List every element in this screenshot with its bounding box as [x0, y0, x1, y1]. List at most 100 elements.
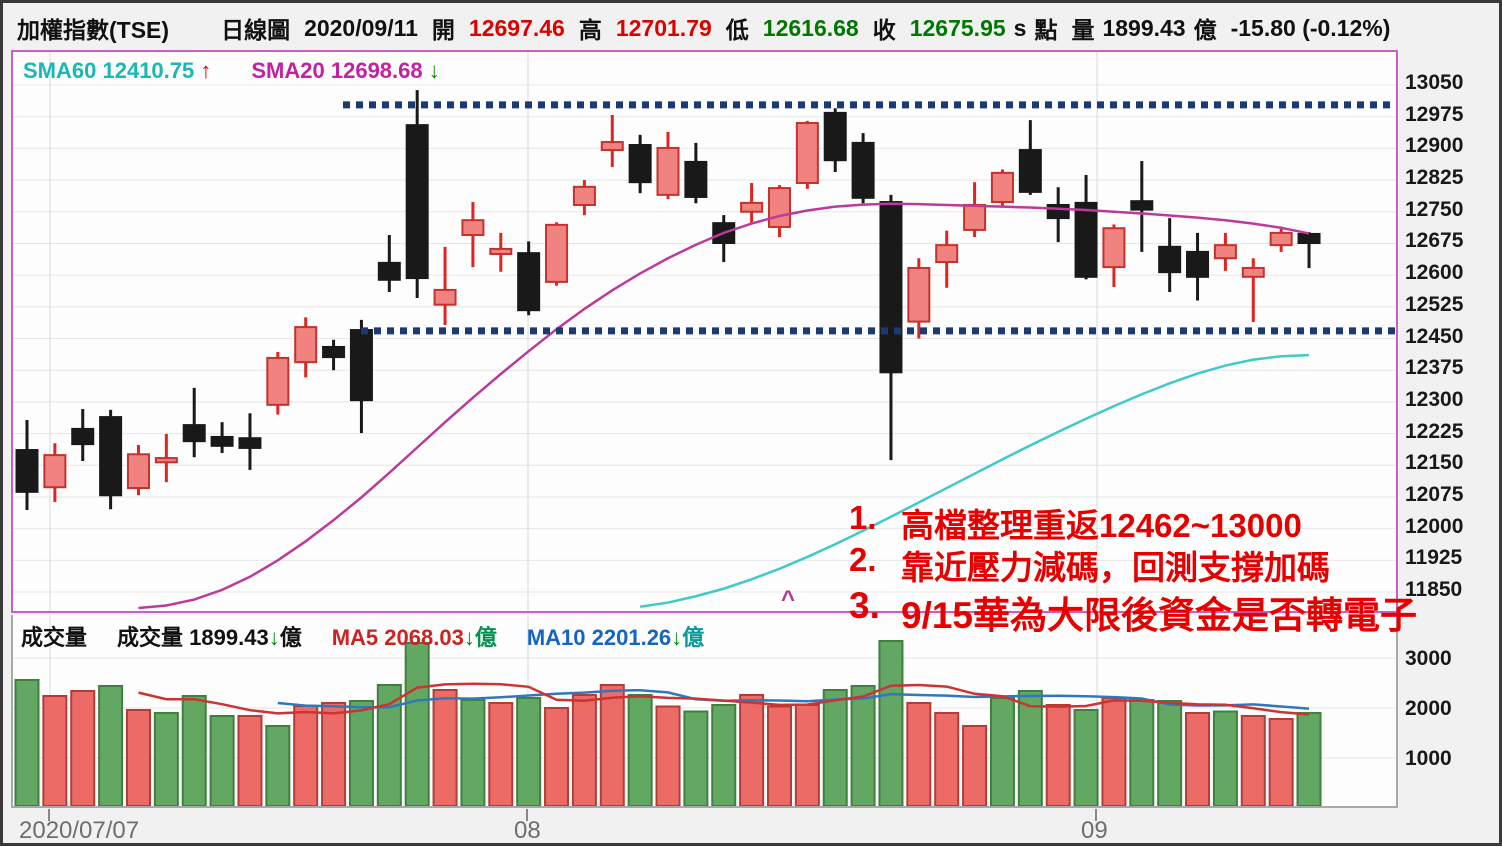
candle-body[interactable]: [1158, 245, 1182, 274]
volume-bar[interactable]: [989, 697, 1015, 806]
volume-bar[interactable]: [822, 689, 848, 806]
volume-bar[interactable]: [1101, 697, 1127, 806]
candle-body[interactable]: [154, 457, 178, 464]
candle-body[interactable]: [182, 424, 206, 443]
candle-body[interactable]: [656, 146, 680, 196]
candle-body[interactable]: [489, 247, 513, 255]
volume-bar[interactable]: [321, 702, 347, 806]
volume-bar[interactable]: [544, 707, 570, 806]
candle-body[interactable]: [879, 201, 903, 374]
candle-body[interactable]: [907, 266, 931, 323]
volume-bar[interactable]: [1240, 715, 1266, 806]
down-arrow-icon: ↓: [428, 58, 440, 83]
candle-body[interactable]: [740, 201, 764, 213]
candle-body[interactable]: [210, 435, 234, 447]
volume-bar[interactable]: [265, 725, 291, 806]
candle-body[interactable]: [377, 261, 401, 281]
candle-body[interactable]: [294, 326, 318, 364]
candle-body[interactable]: [1130, 200, 1154, 211]
volume-bar[interactable]: [599, 684, 625, 806]
candle-body[interactable]: [1074, 201, 1098, 278]
candle-body[interactable]: [433, 288, 457, 306]
candle-body[interactable]: [99, 416, 123, 497]
volume-bar[interactable]: [488, 702, 514, 806]
candle-body[interactable]: [43, 454, 67, 489]
volume-bar[interactable]: [432, 689, 458, 806]
volume-bar[interactable]: [934, 712, 960, 806]
price-chart-panel[interactable]: SMA60 12410.75 ↑ SMA20 12698.68 ↓: [11, 50, 1398, 613]
sma60-value: 12410.75: [102, 58, 195, 83]
volume-bar[interactable]: [293, 705, 319, 806]
candle-body[interactable]: [990, 171, 1014, 204]
volume-bar[interactable]: [906, 702, 932, 806]
volume-bar[interactable]: [153, 712, 179, 806]
volume-bar[interactable]: [1073, 709, 1099, 806]
volume-bar[interactable]: [1212, 710, 1238, 807]
volume-bar[interactable]: [1129, 699, 1155, 806]
volume-bar[interactable]: [376, 684, 402, 806]
candle-body[interactable]: [238, 437, 262, 449]
volume-bar[interactable]: [209, 715, 235, 806]
volume-bar[interactable]: [1017, 690, 1043, 806]
volume-bar[interactable]: [878, 640, 904, 806]
candle-body[interactable]: [1102, 227, 1126, 269]
volume-bar[interactable]: [794, 704, 820, 806]
candle-body[interactable]: [1046, 203, 1070, 220]
candle-body[interactable]: [1269, 231, 1293, 247]
volume-bar[interactable]: [766, 705, 792, 807]
volume-bar[interactable]: [962, 725, 988, 806]
candle-body[interactable]: [1213, 244, 1237, 260]
volume-bar[interactable]: [711, 704, 737, 806]
volume-bar[interactable]: [1045, 704, 1071, 806]
volume-bar[interactable]: [348, 700, 374, 806]
candle-body[interactable]: [1241, 266, 1265, 278]
candle-body[interactable]: [71, 427, 95, 446]
volume-bar[interactable]: [42, 695, 68, 806]
volume-bar[interactable]: [98, 685, 124, 806]
candle-body[interactable]: [15, 449, 39, 493]
ma-line: [138, 682, 1310, 716]
volume-bar[interactable]: [125, 709, 151, 806]
volume-bar[interactable]: [571, 694, 597, 806]
candle-body[interactable]: [405, 124, 429, 280]
x-axis-label: 2020/07/07: [19, 817, 140, 844]
candle-body[interactable]: [266, 356, 290, 406]
candle-body[interactable]: [461, 219, 485, 236]
volume-bar[interactable]: [404, 642, 430, 806]
volume-bar[interactable]: [14, 679, 40, 806]
candle-body[interactable]: [767, 187, 791, 228]
volume-chart-panel[interactable]: 成交量 成交量 1899.43↓億 MA5 2068.03↓億 MA10 220…: [11, 615, 1398, 808]
candle-body[interactable]: [963, 203, 987, 231]
candle-body[interactable]: [600, 141, 624, 152]
candle-body[interactable]: [684, 160, 708, 198]
volume-bar[interactable]: [516, 697, 542, 806]
volume-bar[interactable]: [181, 695, 207, 806]
volume-bar[interactable]: [1185, 712, 1211, 806]
candle-body[interactable]: [545, 223, 569, 283]
candle-body[interactable]: [1186, 250, 1210, 278]
volume-bar[interactable]: [70, 690, 96, 806]
candle-body[interactable]: [1297, 232, 1321, 245]
candle-body[interactable]: [823, 111, 847, 162]
candle-body[interactable]: [628, 143, 652, 184]
volume-bar[interactable]: [237, 715, 263, 806]
candle-body[interactable]: [1018, 149, 1042, 193]
volume-bar[interactable]: [655, 705, 681, 807]
period-label[interactable]: 日線圖: [221, 17, 291, 43]
volume-bar[interactable]: [1268, 718, 1294, 806]
candle-body[interactable]: [572, 185, 596, 206]
candle-body[interactable]: [126, 453, 150, 490]
volume-bar[interactable]: [1296, 712, 1322, 806]
volume-bar[interactable]: [850, 685, 876, 806]
volume-bar[interactable]: [460, 699, 486, 806]
volume-bar[interactable]: [627, 694, 653, 806]
candle-body[interactable]: [322, 345, 346, 359]
candle-body[interactable]: [349, 329, 373, 402]
candle-body[interactable]: [795, 122, 819, 185]
candle-body[interactable]: [935, 244, 959, 264]
volume-bar[interactable]: [683, 710, 709, 807]
candle-body[interactable]: [517, 252, 541, 312]
volume-bar[interactable]: [739, 694, 765, 806]
volume-bar[interactable]: [1157, 700, 1183, 806]
candle-body[interactable]: [851, 141, 875, 199]
